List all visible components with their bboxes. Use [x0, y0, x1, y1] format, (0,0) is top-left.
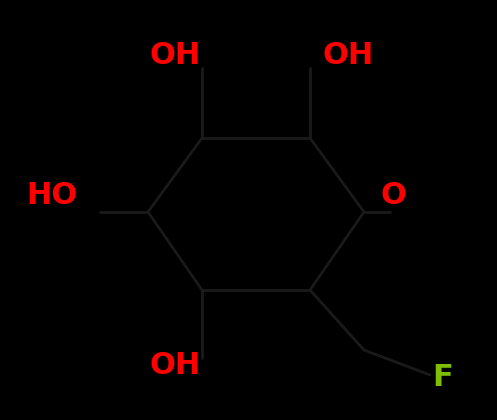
Text: OH: OH [323, 40, 374, 69]
Text: OH: OH [150, 40, 201, 69]
Text: O: O [380, 181, 406, 210]
Text: OH: OH [150, 351, 201, 380]
Text: F: F [432, 363, 453, 393]
Text: HO: HO [26, 181, 78, 210]
